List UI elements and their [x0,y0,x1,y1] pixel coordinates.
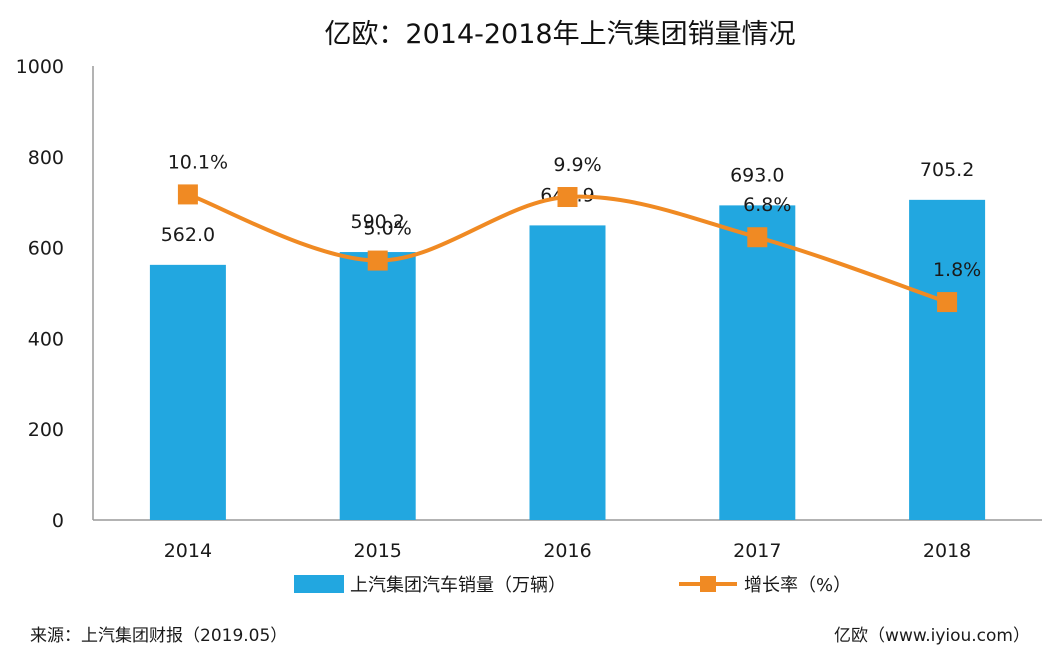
y-tick-label: 0 [52,510,64,532]
growth-value-label: 6.8% [743,194,791,216]
legend-bar-label: 上汽集团汽车销量（万辆） [350,575,566,596]
growth-marker-2015 [367,250,388,271]
x-tick-label: 2015 [354,540,402,562]
bar-value-label: 705.2 [920,159,974,181]
legend-line-label: 增长率（%） [744,575,851,596]
x-tick-label: 2016 [543,540,591,562]
y-axis: 0 200 400 600 800 1000 [16,56,64,532]
x-axis: 2014 2015 2016 2017 2018 [164,540,972,562]
x-tick-label: 2018 [923,540,971,562]
credit-note: 亿欧（www.iyiou.com） [834,626,1030,646]
bar-2017 [719,205,796,521]
source-note: 来源：上汽集团财报（2019.05） [30,626,287,646]
y-tick-label: 400 [28,328,64,350]
chart-title: 亿欧：2014-2018年上汽集团销量情况 [324,19,795,50]
y-tick-label: 800 [28,147,64,169]
y-tick-label: 1000 [16,56,64,78]
legend-line-marker [700,576,716,592]
growth-marker-2016 [557,187,578,208]
growth-marker-2014 [177,184,198,205]
bar-value-label: 590.2 [350,211,404,233]
bar-2015 [339,252,416,520]
bar-2014 [149,264,226,520]
x-tick-label: 2014 [164,540,212,562]
growth-value-label: 1.8% [933,259,981,281]
growth-value-label: 10.1% [168,151,228,173]
y-tick-label: 600 [28,238,64,260]
bar-value-label: 693.0 [730,164,784,186]
bar-2016 [529,225,606,520]
growth-value-label: 5.0% [364,218,412,240]
y-tick-label: 200 [28,419,64,441]
growth-marker-2017 [747,227,768,248]
bar-2018 [909,199,986,520]
growth-value-label: 9.9% [553,154,601,176]
x-tick-label: 2017 [733,540,781,562]
growth-line-series: 10.1% 5.0% 9.9% 6.8% 1.8% [168,151,981,313]
legend-bar-swatch [294,575,344,593]
growth-marker-2018 [937,292,958,313]
bar-value-label: 562.0 [161,224,215,246]
legend: 上汽集团汽车销量（万辆） 增长率（%） [294,575,851,596]
